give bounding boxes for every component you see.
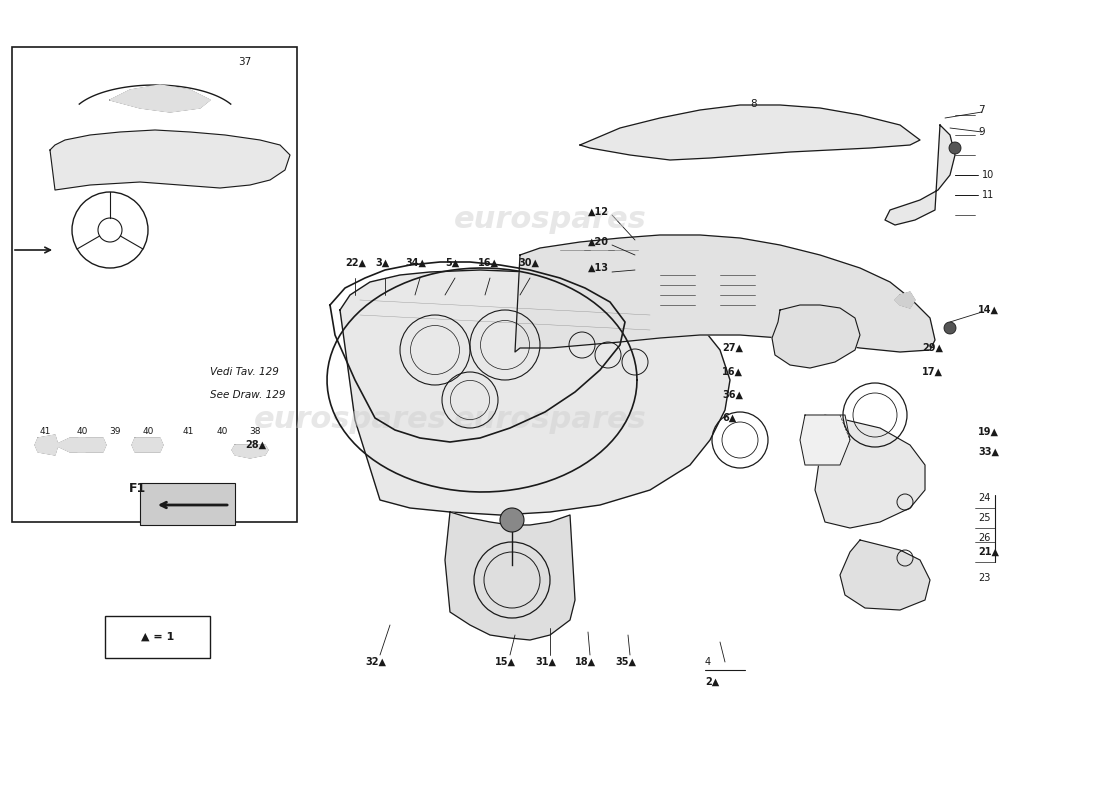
Text: 16▲: 16▲ (478, 258, 499, 268)
Text: 26: 26 (978, 533, 990, 543)
Text: F1: F1 (130, 482, 146, 494)
FancyBboxPatch shape (654, 260, 700, 315)
Text: 32▲: 32▲ (365, 657, 386, 667)
Polygon shape (800, 415, 850, 465)
Text: 21▲: 21▲ (978, 547, 999, 557)
Polygon shape (446, 512, 575, 640)
Text: 23: 23 (978, 573, 990, 583)
Text: eurospares: eurospares (254, 406, 447, 434)
Polygon shape (340, 270, 730, 515)
Text: 8: 8 (750, 99, 757, 109)
Polygon shape (772, 305, 860, 368)
Text: 38: 38 (250, 427, 261, 437)
Text: 41: 41 (40, 427, 51, 437)
Polygon shape (110, 85, 210, 112)
Text: 39: 39 (109, 427, 121, 437)
FancyBboxPatch shape (104, 616, 210, 658)
Polygon shape (815, 415, 925, 528)
Polygon shape (50, 130, 290, 190)
Polygon shape (35, 435, 58, 455)
Text: Vedi Tav. 129: Vedi Tav. 129 (210, 367, 279, 377)
Text: 22▲: 22▲ (345, 258, 366, 268)
Text: 28▲: 28▲ (245, 440, 266, 450)
Bar (140, 483, 235, 525)
Polygon shape (840, 540, 929, 610)
Text: 10: 10 (982, 170, 994, 180)
Polygon shape (232, 445, 268, 458)
Text: 25: 25 (978, 513, 990, 523)
Text: 16▲: 16▲ (722, 367, 742, 377)
Text: 36▲: 36▲ (722, 390, 742, 400)
Circle shape (500, 508, 524, 532)
Circle shape (949, 142, 961, 154)
Text: 29▲: 29▲ (922, 343, 943, 353)
Text: 27▲: 27▲ (722, 343, 742, 353)
Polygon shape (515, 235, 935, 352)
Text: 2▲: 2▲ (705, 677, 719, 687)
Polygon shape (75, 438, 106, 452)
Text: 40: 40 (76, 427, 88, 437)
Text: 34▲: 34▲ (405, 258, 426, 268)
Text: See Draw. 129: See Draw. 129 (210, 390, 286, 400)
Text: 18▲: 18▲ (575, 657, 596, 667)
Text: 37: 37 (238, 57, 251, 67)
Text: 15▲: 15▲ (495, 657, 516, 667)
Text: 17▲: 17▲ (922, 367, 943, 377)
Text: ▲13: ▲13 (588, 263, 609, 273)
Text: 35▲: 35▲ (615, 657, 636, 667)
Text: 31▲: 31▲ (535, 657, 556, 667)
Text: 33▲: 33▲ (978, 447, 999, 457)
Text: 24: 24 (978, 493, 990, 503)
Text: 9: 9 (978, 127, 984, 137)
Text: ▲20: ▲20 (588, 237, 609, 247)
Text: 30▲: 30▲ (518, 258, 539, 268)
Text: 40: 40 (142, 427, 154, 437)
Polygon shape (886, 125, 955, 225)
Text: 40: 40 (217, 427, 228, 437)
FancyBboxPatch shape (715, 260, 760, 315)
Polygon shape (895, 292, 915, 308)
Text: 4: 4 (705, 657, 711, 667)
Text: 3▲: 3▲ (375, 258, 389, 268)
Text: 7: 7 (978, 105, 984, 115)
Text: 41: 41 (183, 427, 194, 437)
Polygon shape (50, 438, 90, 452)
Text: eurospares: eurospares (453, 406, 647, 434)
FancyBboxPatch shape (12, 47, 297, 522)
Text: ▲12: ▲12 (588, 207, 609, 217)
Polygon shape (580, 105, 920, 160)
Text: 14▲: 14▲ (978, 305, 999, 315)
Text: 5▲: 5▲ (446, 258, 460, 268)
Text: 19▲: 19▲ (978, 427, 999, 437)
Text: 6▲: 6▲ (722, 413, 736, 423)
Circle shape (944, 322, 956, 334)
Text: eurospares: eurospares (453, 206, 647, 234)
Text: 11: 11 (982, 190, 994, 200)
Text: ▲ = 1: ▲ = 1 (142, 632, 175, 642)
Bar (730, 106, 785, 128)
Polygon shape (132, 438, 163, 452)
